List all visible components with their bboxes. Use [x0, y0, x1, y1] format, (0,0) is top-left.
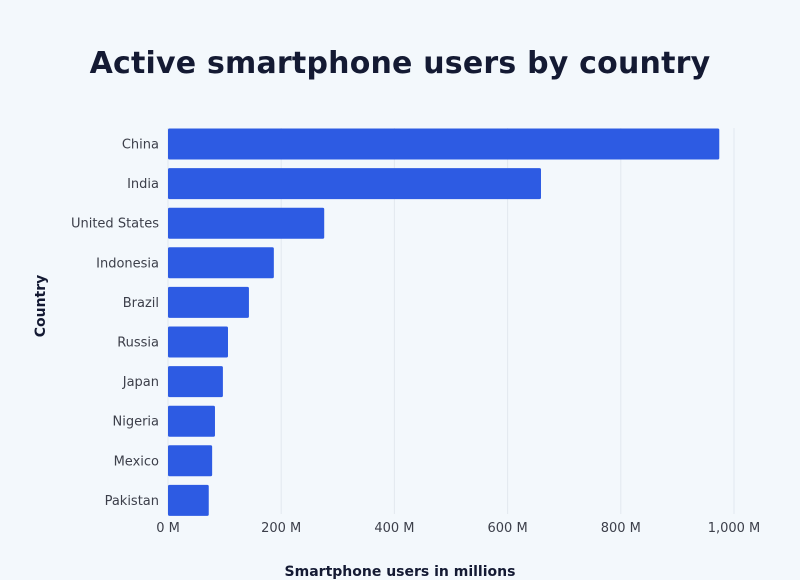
- x-tick-label: 0 M: [156, 521, 180, 536]
- x-tick-label: 600 M: [488, 521, 528, 536]
- bar: [168, 405, 215, 437]
- category-label: Pakistan: [105, 494, 159, 509]
- x-tick-labels: 0 M 200 M 400 M 600 M 800 M 1,000 M: [156, 521, 760, 536]
- bar: [168, 484, 209, 516]
- bar: [168, 207, 325, 239]
- category-label: Mexico: [114, 454, 159, 469]
- bar: [168, 247, 274, 279]
- chart-title: Active smartphone users by country: [89, 46, 711, 81]
- category-label: Indonesia: [96, 256, 159, 271]
- bar: [168, 366, 223, 398]
- x-tick-label: 400 M: [374, 521, 414, 536]
- x-tick-label: 1,000 M: [708, 521, 761, 536]
- category-label: United States: [71, 217, 159, 232]
- x-tick-label: 800 M: [601, 521, 641, 536]
- x-tick-label: 200 M: [261, 521, 301, 536]
- category-label: Nigeria: [112, 415, 159, 430]
- category-label: China: [122, 138, 159, 153]
- bar: [168, 168, 541, 200]
- category-labels: China India United States Indonesia Brazil Ru…: [71, 138, 159, 509]
- bar: [168, 128, 720, 160]
- category-label: India: [127, 177, 159, 192]
- category-label: Brazil: [123, 296, 159, 311]
- bars-layer: [168, 128, 720, 516]
- bar: [168, 326, 228, 358]
- category-label: Russia: [117, 336, 159, 351]
- y-axis-title: Country: [33, 275, 49, 338]
- x-axis-title: Smartphone users in millions: [285, 564, 516, 580]
- bar: [168, 445, 213, 477]
- category-label: Japan: [122, 375, 159, 390]
- bar: [168, 286, 249, 318]
